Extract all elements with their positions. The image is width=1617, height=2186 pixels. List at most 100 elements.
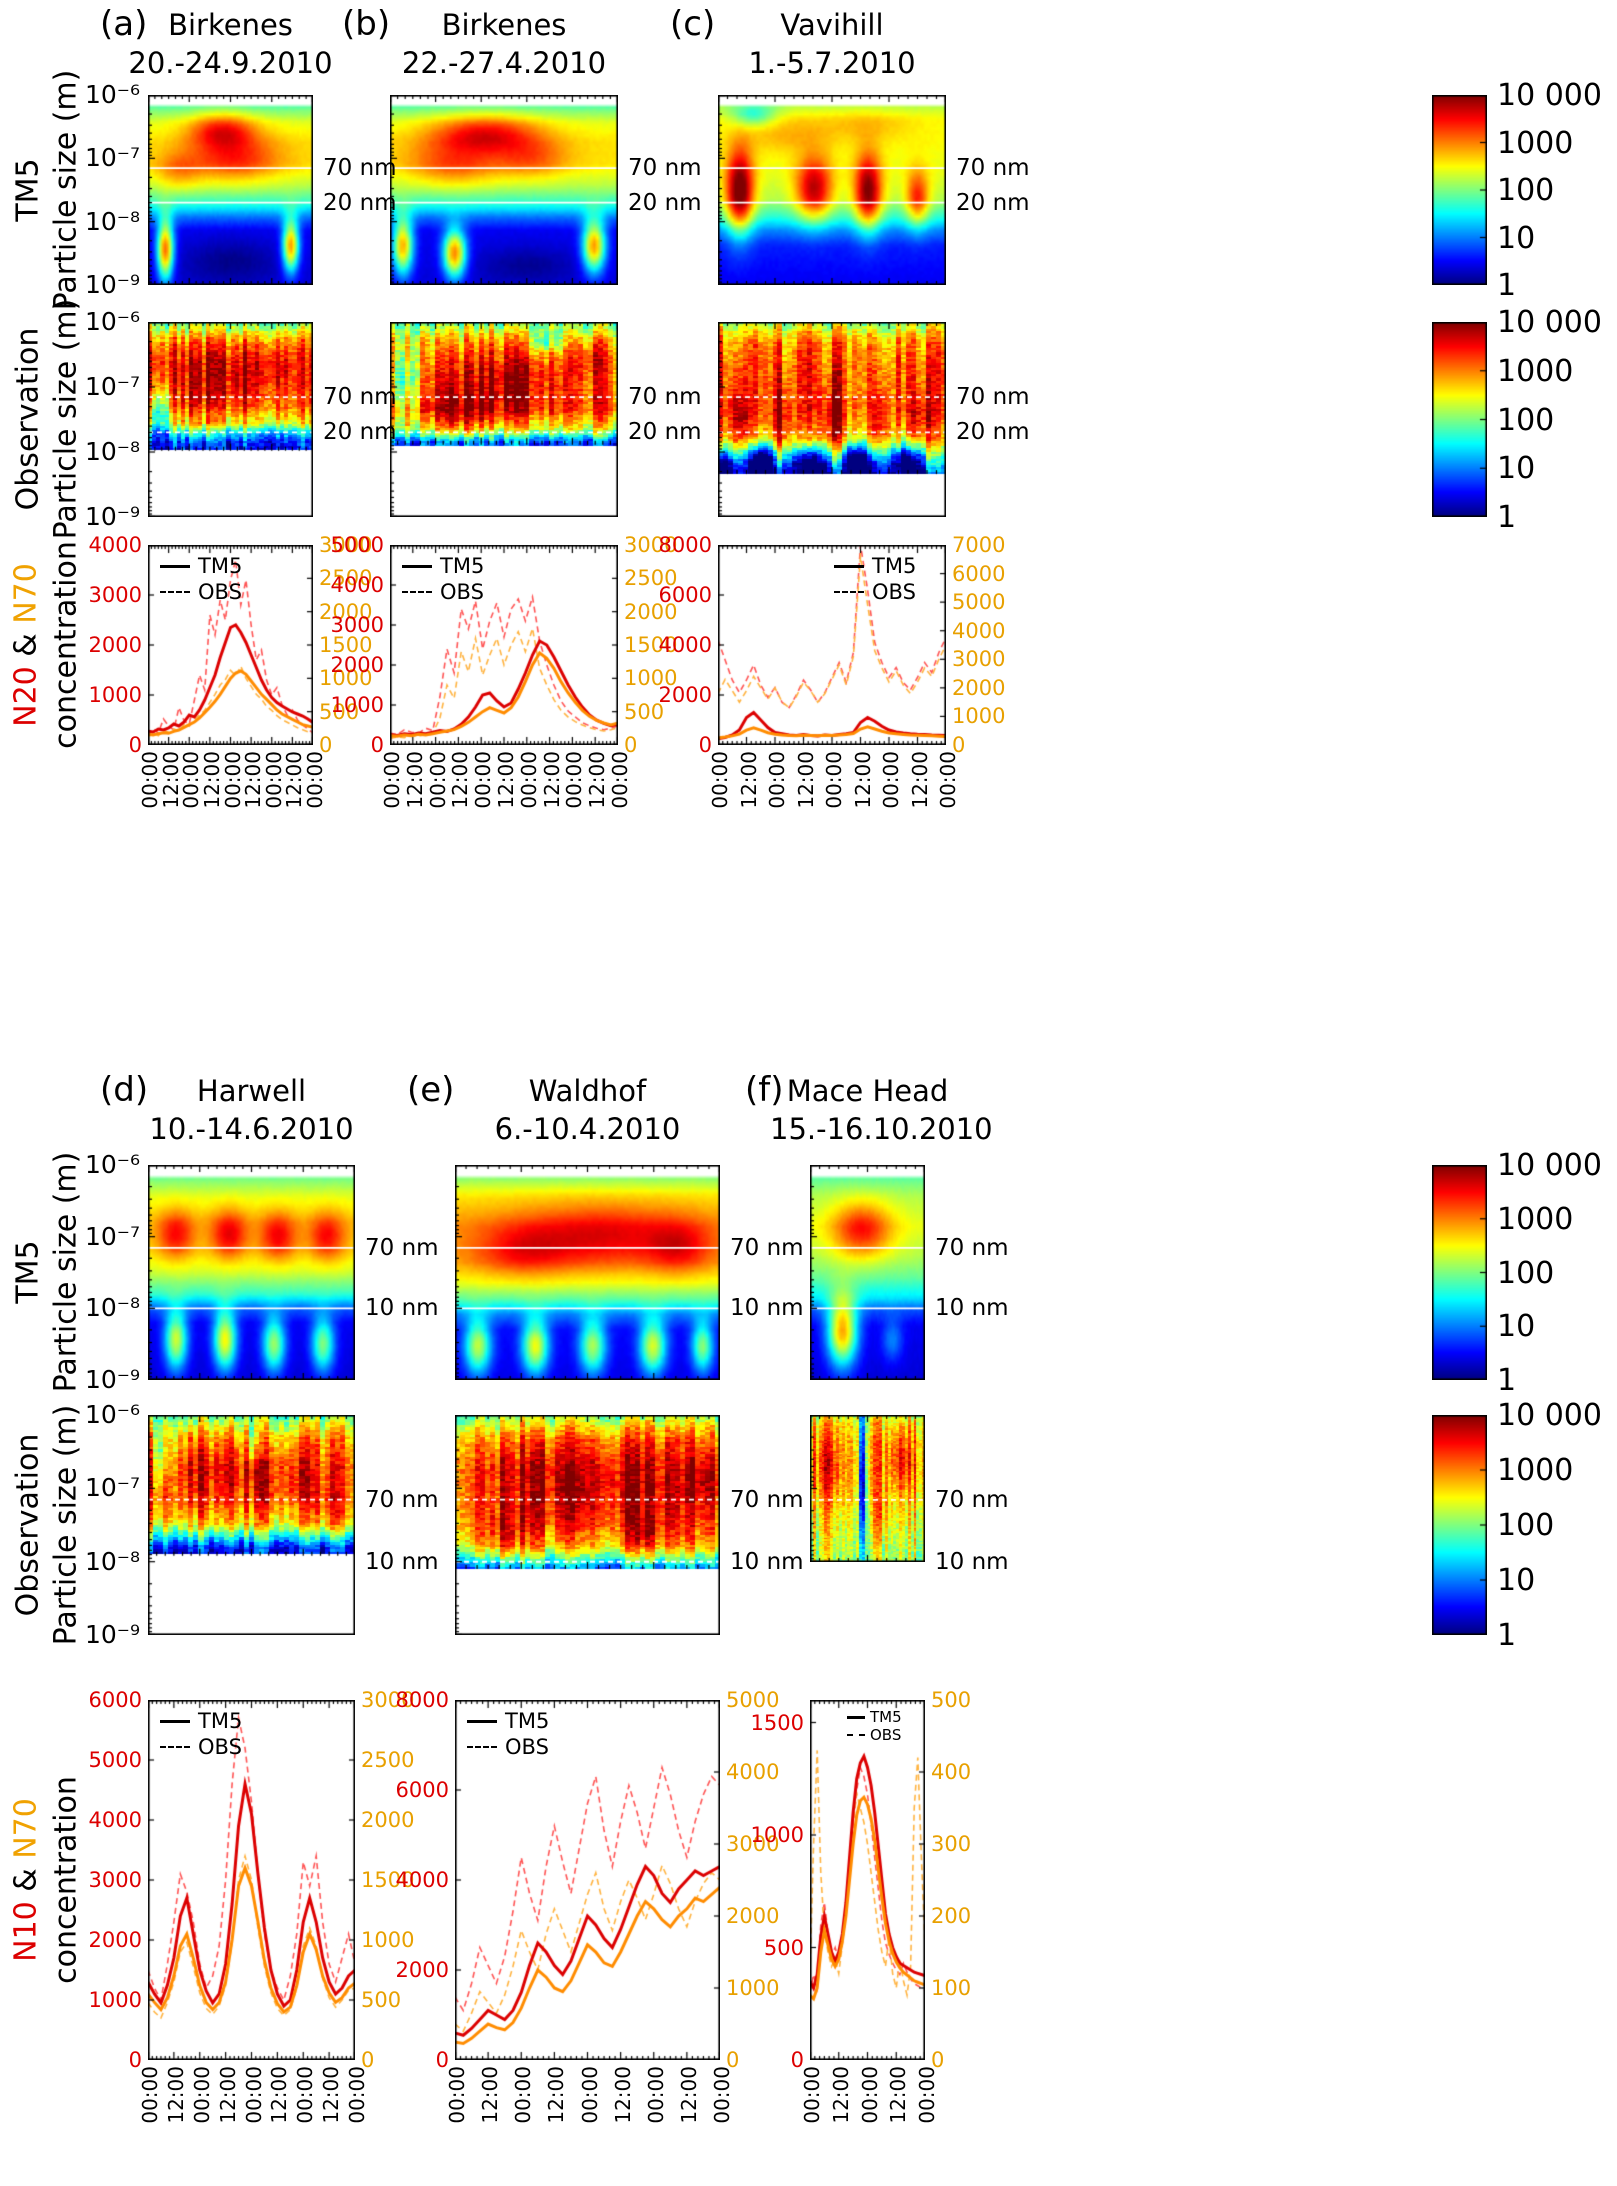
panel-letter-f: (f) — [745, 1070, 784, 1110]
particle-size-tick: 10⁻⁹ — [84, 270, 140, 299]
time-tick: 00:00 — [857, 2066, 882, 2124]
heatmap-obs-e — [455, 1415, 720, 1635]
left-axis-tick: 3000 — [88, 1868, 142, 1892]
time-tick: 00:00 — [562, 751, 587, 809]
right-axis-tick: 5000 — [952, 590, 1006, 615]
legend-entry-tm5: TM5 — [834, 553, 916, 579]
time-tick: 00:00 — [879, 751, 903, 809]
particle-size-tick: 10⁻⁸ — [84, 437, 140, 466]
timeseries-b — [390, 545, 618, 745]
particle-size-tick: 10⁻⁸ — [84, 1293, 140, 1323]
size-line-label: 70 nm — [628, 384, 702, 411]
colorbar-tick: 10 — [1497, 1309, 1536, 1345]
time-tick: 00:00 — [708, 751, 732, 809]
colorbar-tick: 10 000 — [1497, 1148, 1602, 1183]
size-line-label: 70 nm — [956, 155, 1030, 182]
right-axis-tick: 0 — [726, 2048, 740, 2072]
colorbar-tick: 100 — [1497, 402, 1555, 438]
right-axis-tick: 7000 — [952, 533, 1006, 557]
left-axis-tick: 4000 — [658, 633, 712, 657]
time-tick: 12:00 — [163, 2066, 188, 2124]
right-axis-tick: 0 — [361, 2048, 375, 2072]
time-tick: 00:00 — [936, 751, 960, 809]
size-line-label: 10 nm — [730, 1295, 804, 1322]
colorbar-tick: 1 — [1497, 500, 1517, 535]
left-axis-tick: 8000 — [395, 1688, 449, 1712]
right-axis-tick: 3000 — [952, 647, 1006, 672]
ts-legend: TM5 OBS — [402, 553, 484, 605]
particle-size-tick: 10⁻⁶ — [84, 1150, 140, 1179]
legend-entry-obs: OBS — [847, 1726, 902, 1744]
legend-line-tm5 — [160, 1719, 190, 1723]
right-axis-tick: 0 — [624, 733, 638, 757]
legend-entry-tm5: TM5 — [847, 1708, 902, 1726]
legend-entry-obs: OBS — [160, 1734, 242, 1760]
ts-legend: TM5 OBS — [467, 1708, 549, 1760]
time-tick: 00:00 — [425, 751, 450, 809]
colorbar-tick: 100 — [1497, 1255, 1555, 1291]
heatmap-tm5-e — [455, 1165, 720, 1380]
legend-entry-tm5: TM5 — [467, 1708, 549, 1734]
ts-legend: TM5 OBS — [160, 553, 242, 605]
right-axis-tick: 0 — [952, 733, 966, 757]
time-tick: 00:00 — [138, 2066, 162, 2124]
panel-dates-c: 1.-5.7.2010 — [748, 46, 916, 80]
right-axis-tick: 2000 — [952, 675, 1006, 700]
right-axis-tick: 500 — [624, 699, 665, 724]
time-tick: 00:00 — [822, 751, 846, 809]
heatmap-obs-b — [390, 322, 618, 517]
size-line-label: 20 nm — [628, 419, 702, 446]
left-axis-tick: 5000 — [88, 1748, 142, 1772]
heatmap-obs-a — [148, 322, 313, 517]
left-axis-tick: 1000 — [88, 1988, 142, 2012]
ts-legend: TM5 OBS — [834, 553, 916, 605]
legend-entry-tm5: TM5 — [160, 1708, 242, 1734]
left-axis-tick: 4000 — [395, 1868, 449, 1892]
particle-size-tick: 10⁻⁷ — [84, 1221, 140, 1251]
time-tick: 00:00 — [516, 751, 541, 809]
panel-letter-b: (b) — [342, 4, 391, 44]
left-axis-tick: 6000 — [395, 1778, 449, 1802]
size-line-label: 10 nm — [935, 1295, 1009, 1322]
size-line-label: 70 nm — [730, 1234, 804, 1261]
time-tick: 12:00 — [793, 751, 818, 809]
right-axis-tick: 2500 — [624, 566, 678, 591]
right-axis-tick: 100 — [931, 1976, 972, 2000]
panel-dates-a: 20.-24.9.2010 — [128, 46, 333, 80]
time-tick: 00:00 — [765, 751, 789, 809]
size-line-label: 20 nm — [323, 189, 397, 216]
panel-dates-e: 6.-10.4.2010 — [494, 1112, 681, 1146]
time-tick: 00:00 — [643, 2066, 668, 2124]
legend-entry-obs: OBS — [467, 1734, 549, 1760]
legend-label-tm5: TM5 — [870, 1708, 902, 1726]
legend-entry-tm5: TM5 — [402, 553, 484, 579]
colorbar-obs-top — [1432, 322, 1487, 517]
time-tick: 12:00 — [402, 751, 427, 809]
time-tick: 00:00 — [380, 751, 404, 809]
size-line-label: 10 nm — [365, 1548, 439, 1575]
size-line-label: 70 nm — [935, 1234, 1009, 1261]
colorbar-tick: 10 — [1497, 451, 1536, 487]
particle-size-tick: 10⁻⁸ — [84, 1546, 140, 1576]
legend-entry-obs: OBS — [160, 579, 242, 605]
time-tick: 12:00 — [494, 751, 518, 809]
legend-line-tm5 — [160, 564, 190, 568]
size-line-label: 10 nm — [730, 1548, 804, 1575]
legend-label-tm5: TM5 — [872, 554, 917, 578]
time-tick: 00:00 — [189, 2066, 214, 2124]
time-tick: 00:00 — [710, 2066, 734, 2124]
right-axis-tick: 6000 — [952, 561, 1006, 586]
right-axis-tick: 2000 — [361, 1808, 415, 1832]
right-axis-tick: 200 — [931, 1904, 972, 1928]
time-tick: 12:00 — [478, 2066, 503, 2124]
right-axis-tick: 2000 — [624, 599, 678, 624]
size-line-label: 70 nm — [628, 155, 702, 182]
timeseries-a — [148, 545, 313, 745]
panel-station-e: Waldhof — [528, 1074, 647, 1108]
colorbar-obs-bottom — [1432, 1415, 1487, 1635]
left-axis-tick: 4000 — [88, 1808, 142, 1832]
time-tick: 00:00 — [577, 2066, 602, 2124]
left-axis-tick: 0 — [435, 2048, 449, 2072]
right-axis-tick: 500 — [319, 699, 360, 724]
heatmap-tm5-f — [810, 1165, 925, 1380]
